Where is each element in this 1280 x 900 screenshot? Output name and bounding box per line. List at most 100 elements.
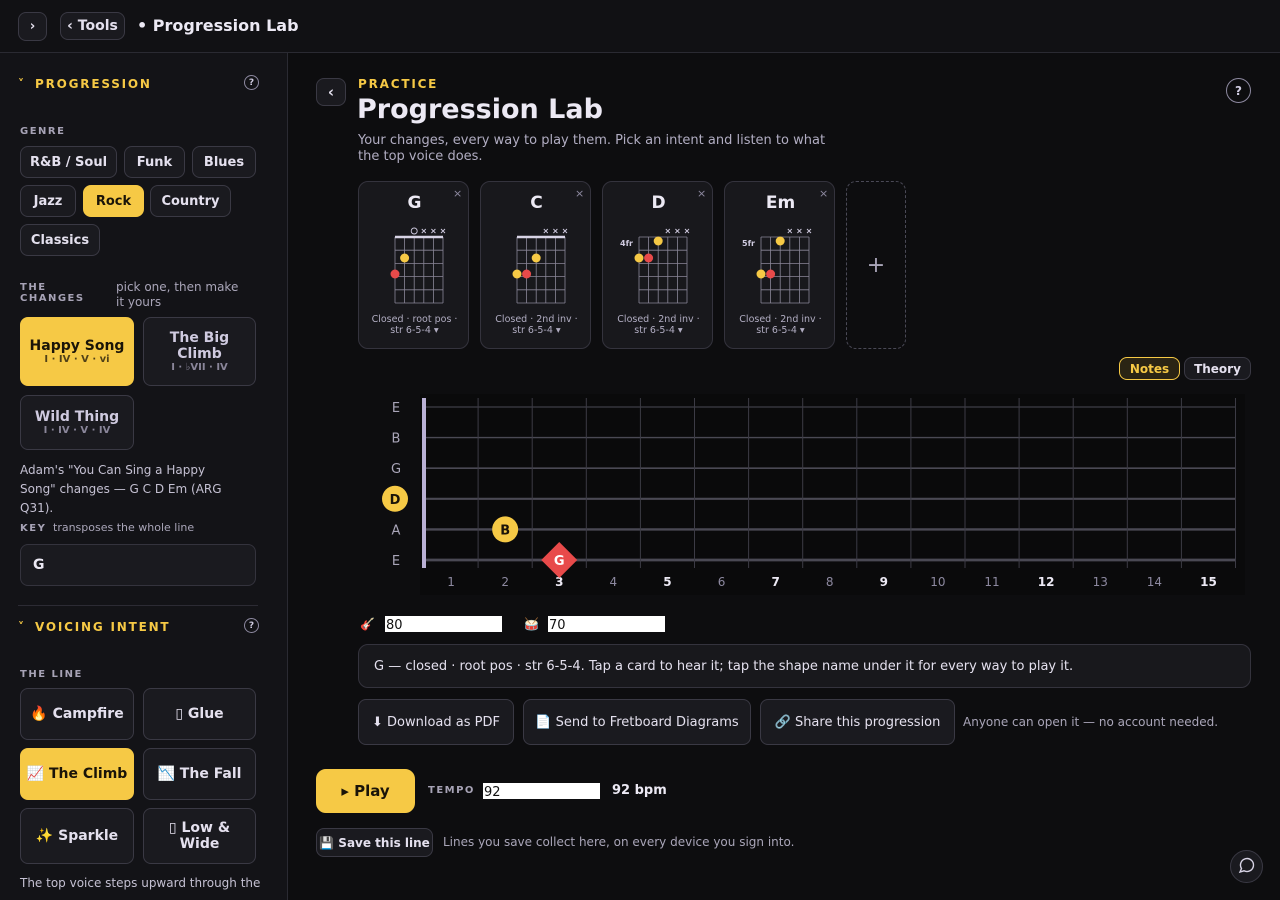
chord-card[interactable]: G × Closed · root pos · str 6-5-4 ▾: [358, 181, 469, 349]
help-button[interactable]: ?: [244, 75, 259, 90]
share-button[interactable]: 🔗 Share this progression: [760, 699, 955, 745]
fret-number: 14: [1147, 575, 1162, 589]
mute-mark: [562, 228, 568, 234]
finger-dot: [400, 253, 410, 263]
string-label: A: [392, 523, 401, 538]
send-button[interactable]: 📄 Send to Fretboard Diagrams: [523, 699, 751, 745]
toggle-selected[interactable]: Notes: [1119, 357, 1180, 380]
intent-button[interactable]: 🔥 Campfire: [20, 688, 134, 740]
shape-caption[interactable]: Closed · 2nd inv · str 6-5-4 ▾: [617, 314, 700, 336]
fret-number: 10: [930, 575, 945, 589]
key-input[interactable]: G: [20, 544, 256, 586]
intent-button[interactable]: ✨ Sparkle: [20, 808, 134, 864]
fret-label: 5fr: [742, 239, 755, 248]
genre-chip[interactable]: Funk: [124, 146, 185, 178]
genre-chip[interactable]: Jazz: [20, 185, 76, 217]
mute-mark: [553, 228, 558, 234]
mute-mark: [421, 228, 427, 234]
help-button[interactable]: ?: [244, 618, 259, 633]
chord-name: Em: [765, 193, 796, 213]
mute-mark: [806, 228, 812, 234]
page-title: • Progression Lab: [137, 16, 299, 35]
tempo-label: TEMPO: [428, 785, 475, 796]
finger-dot: [512, 269, 522, 279]
string-label: E: [392, 554, 400, 569]
finger-dot: [766, 269, 776, 279]
mute-mark: [440, 228, 446, 234]
chord-diagram: [634, 228, 690, 304]
help-button[interactable]: ?: [1226, 78, 1251, 103]
section-heading[interactable]: VOICING INTENT: [35, 620, 171, 634]
genre-chip[interactable]: Classics: [20, 224, 100, 256]
tools-button[interactable]: ‹ Tools: [60, 12, 125, 40]
bass-marker: [541, 542, 578, 578]
back-button[interactable]: ‹: [316, 78, 346, 106]
finger-dot: [522, 269, 532, 279]
fretboard: EBGDAE123456789101112131415DBG: [382, 394, 1245, 595]
string-label: E: [392, 401, 400, 416]
chord-card[interactable]: Em × 5fr Closed · 2nd inv · str 6-5-4 ▾: [724, 181, 835, 349]
finger-dot: [653, 236, 663, 246]
preset[interactable]: Wild Thing I · IV · V · IV: [20, 395, 134, 450]
fret-label: 4fr: [620, 239, 633, 248]
string-label: B: [392, 432, 401, 447]
marker-label: G: [554, 554, 565, 569]
genre-chip[interactable]: R&B / Soul: [20, 146, 117, 178]
eyebrow: PRACTICE: [358, 77, 439, 91]
chat-button[interactable]: [1230, 850, 1263, 883]
genre-chip[interactable]: Country: [150, 185, 231, 217]
intent-button[interactable]: ▯ Glue: [143, 688, 256, 740]
chord-diagram: [512, 228, 568, 304]
preset-numerals: I · ♭VII · IV: [171, 362, 228, 373]
caret: ˅: [18, 77, 26, 91]
preset-selected[interactable]: Happy Song I · IV · V · vi: [20, 317, 134, 386]
fret-number: 13: [1093, 575, 1108, 589]
shape-caption[interactable]: Closed · 2nd inv · str 6-5-4 ▾: [739, 314, 822, 336]
chord-diagram: [390, 227, 446, 304]
expand-button[interactable]: ›: [18, 12, 47, 41]
chord-card[interactable]: C × Closed · 2nd inv · str 6-5-4 ▾: [480, 181, 591, 349]
intent-button[interactable]: ▯ Low & Wide: [143, 808, 256, 864]
save-button[interactable]: 💾 Save this line: [316, 828, 433, 857]
finger-dot: [531, 253, 541, 263]
mute-mark: [684, 228, 690, 234]
fretboard-panel: [420, 394, 1245, 595]
fret-number: 6: [718, 575, 726, 589]
fret-number: 1: [447, 575, 455, 589]
guitar-volume[interactable]: 80: [385, 616, 502, 632]
marker-label: D: [390, 493, 401, 508]
mute-mark: [787, 228, 793, 234]
mute-mark: [797, 228, 802, 234]
chord-name: C: [530, 193, 543, 213]
intent-button[interactable]: 📉 The Fall: [143, 748, 256, 800]
genre-chip-selected[interactable]: Rock: [83, 185, 144, 217]
fret-number: 7: [771, 575, 779, 589]
toggle[interactable]: Theory: [1184, 357, 1251, 380]
preset[interactable]: The Big Climb I · ♭VII · IV: [143, 317, 256, 386]
section-heading[interactable]: PROGRESSION: [35, 77, 152, 91]
mute-mark: [543, 228, 549, 234]
tempo-slider[interactable]: 92: [483, 783, 600, 799]
drum-volume[interactable]: 70: [548, 616, 665, 632]
add-card[interactable]: +: [846, 181, 906, 349]
label: THE LINE: [20, 669, 83, 680]
remove-card[interactable]: ×: [575, 187, 585, 200]
shape-caption[interactable]: Closed · 2nd inv · str 6-5-4 ▾: [495, 314, 578, 336]
open-mark: [410, 227, 418, 235]
shape-caption[interactable]: Closed · root pos · str 6-5-4 ▾: [371, 314, 458, 336]
finger-dot: [634, 253, 644, 263]
chat-icon: [1238, 857, 1255, 874]
intent-button-selected[interactable]: 📈 The Climb: [20, 748, 134, 800]
string-label: G: [391, 462, 401, 477]
preset-name: The Big Climb: [169, 330, 230, 362]
remove-card[interactable]: ×: [819, 187, 829, 200]
remove-card[interactable]: ×: [697, 187, 707, 200]
chord-card[interactable]: D × 4fr Closed · 2nd inv · str 6-5-4 ▾: [602, 181, 713, 349]
download-button[interactable]: ⬇ Download as PDF: [358, 699, 514, 745]
genre-chip[interactable]: Blues: [192, 146, 256, 178]
remove-card[interactable]: ×: [453, 187, 463, 200]
play-button[interactable]: ▸ Play: [316, 769, 415, 813]
share-hint: Anyone can open it — no account needed.: [963, 715, 1219, 729]
label: THE CHANGES: [20, 282, 85, 304]
